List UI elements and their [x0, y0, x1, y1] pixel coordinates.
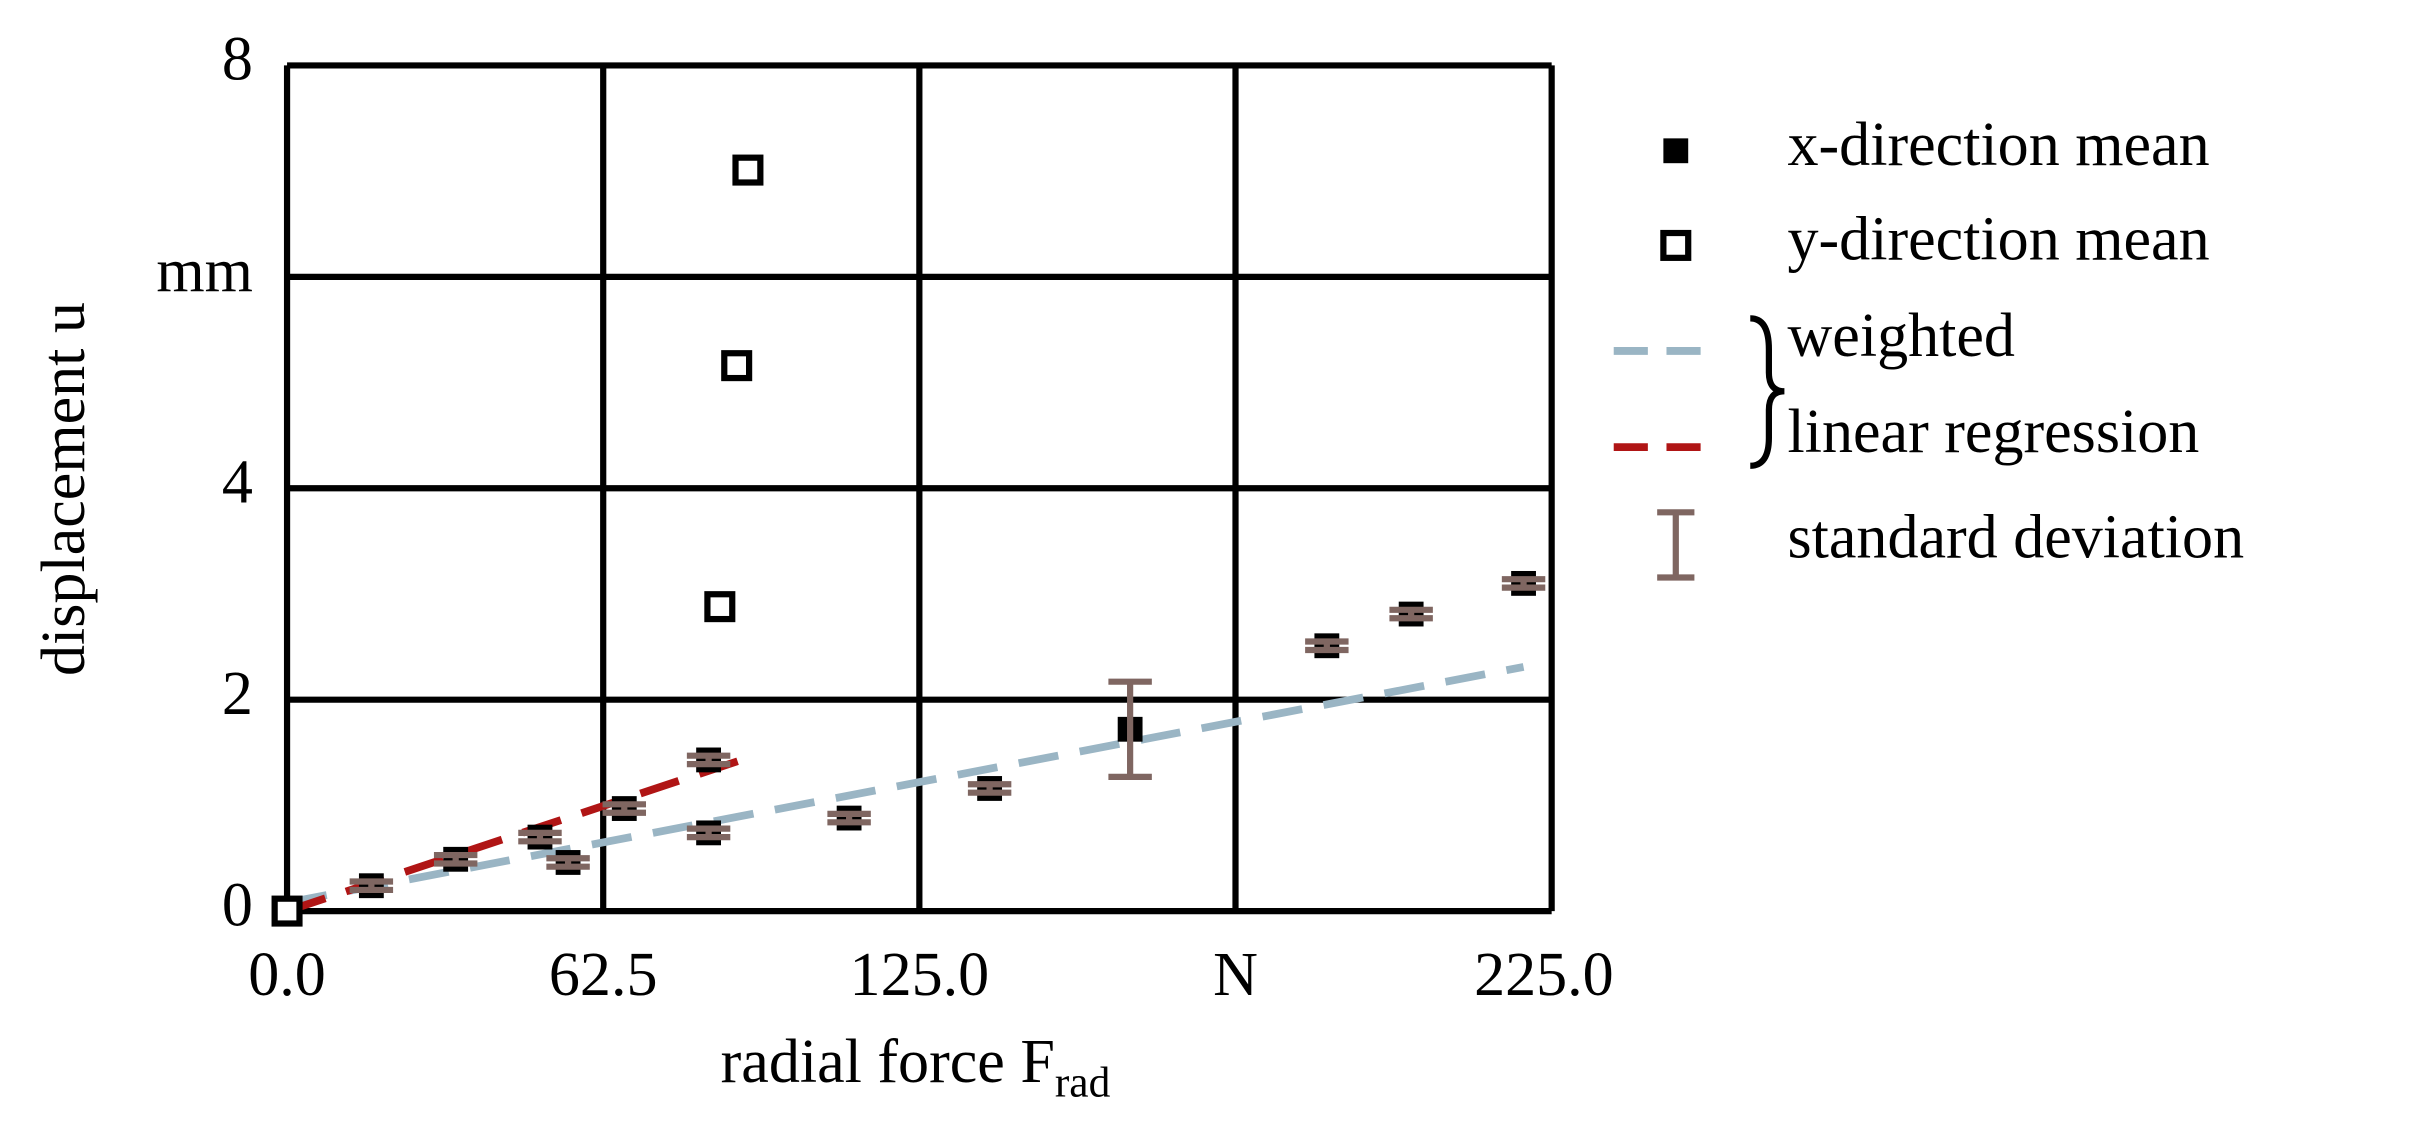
- error-bar: [967, 781, 1012, 796]
- y-axis-label: displacement u: [30, 302, 98, 676]
- x-tick-label: 0.0: [248, 941, 326, 1009]
- error-bar: [1305, 638, 1349, 654]
- y-tick-label: 4: [222, 449, 253, 517]
- x-tick-label: N: [1213, 941, 1258, 1009]
- error-bar: [1501, 576, 1546, 591]
- y-tick-label: 0: [222, 871, 253, 939]
- error-bar: [546, 855, 590, 870]
- marker: [271, 895, 303, 927]
- y-tick-label: mm: [156, 237, 253, 305]
- error-bar: [1389, 606, 1433, 622]
- error-bar: [1108, 678, 1152, 780]
- legend-label: x-direction mean: [1788, 111, 2210, 179]
- x-axis-label-subscript: rad: [1055, 1058, 1111, 1106]
- regression-line: [286, 663, 1525, 907]
- legend-label: linear regression: [1788, 398, 2200, 466]
- x-axis-label: radial force Frad: [721, 1028, 1111, 1106]
- y-tick-label: 8: [222, 26, 253, 94]
- y-tick-label: 2: [222, 660, 253, 728]
- x-tick-label: 225.0: [1474, 941, 1614, 1009]
- legend-label: weighted: [1788, 302, 2015, 370]
- error-bar: [349, 878, 394, 894]
- legend-error-icon: [1657, 509, 1695, 581]
- error-bar: [686, 752, 731, 768]
- marker: [704, 591, 736, 623]
- marker: [732, 154, 764, 186]
- legend-label: standard deviation: [1788, 504, 2245, 572]
- error-bar: [686, 825, 731, 841]
- legend-marker: [1660, 229, 1692, 261]
- x-tick-label: 62.5: [549, 941, 658, 1009]
- legend-marker: [1663, 138, 1689, 164]
- error-bar: [518, 829, 562, 845]
- legend-brace: [1749, 315, 1785, 469]
- legend-label: y-direction mean: [1788, 206, 2210, 274]
- error-bar: [433, 851, 478, 867]
- x-tick-label: 125.0: [850, 941, 990, 1009]
- error-bar: [602, 801, 647, 816]
- x-axis-label-main: radial force F: [721, 1028, 1055, 1096]
- error-bar: [827, 810, 871, 826]
- marker: [721, 350, 753, 382]
